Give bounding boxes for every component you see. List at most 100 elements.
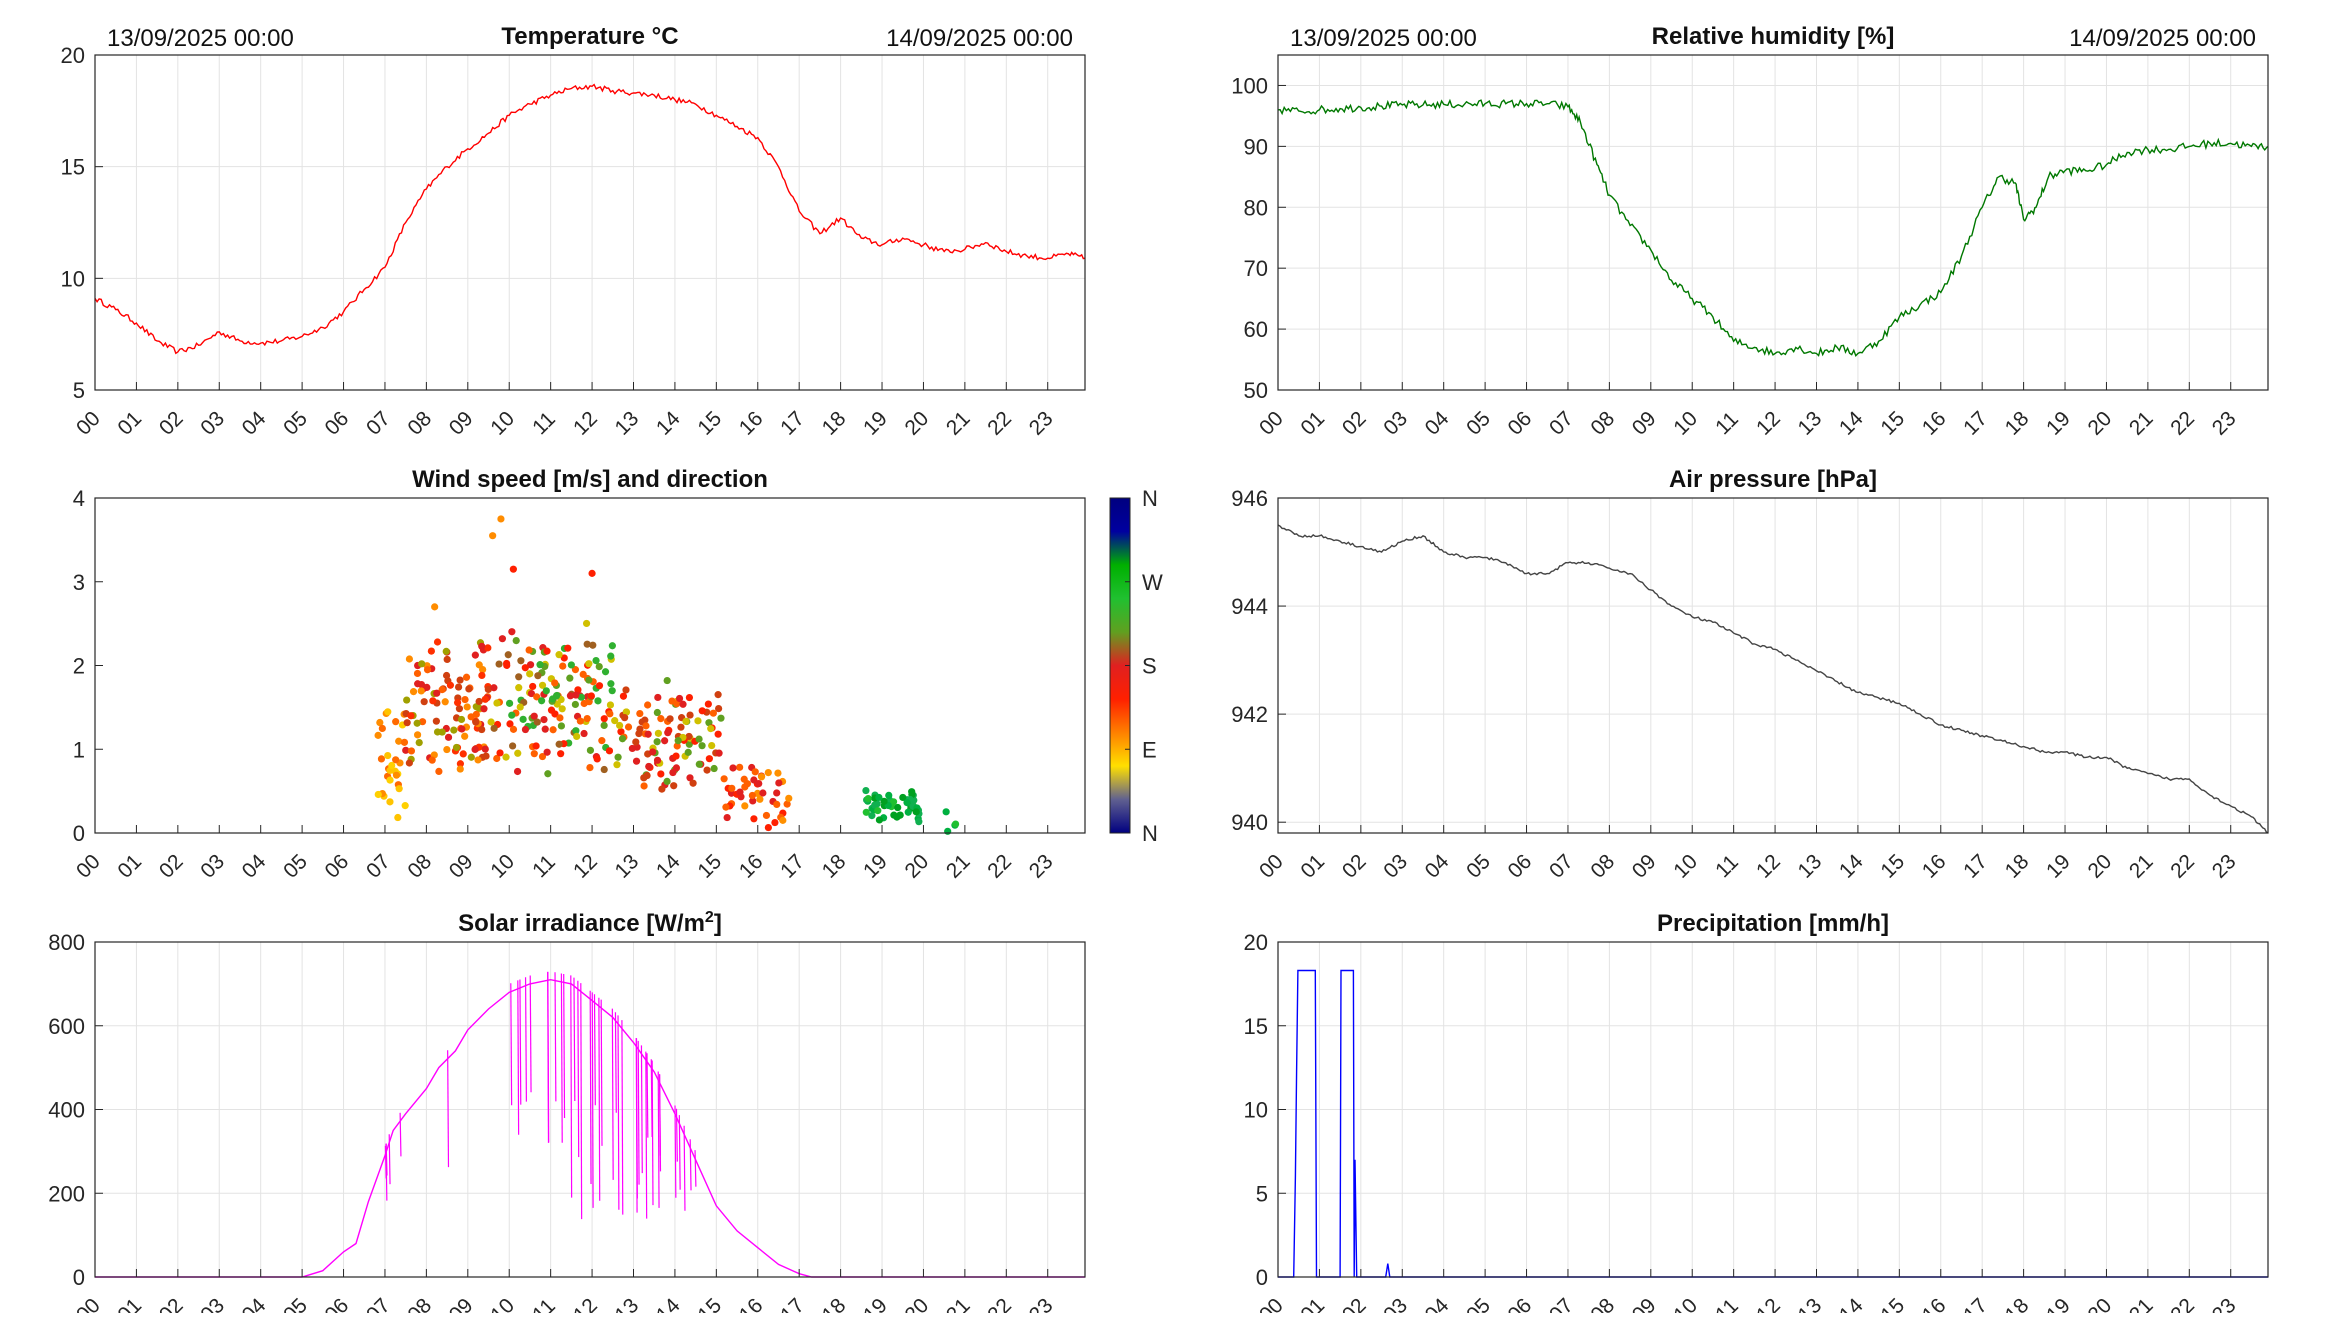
wind-point	[663, 777, 671, 785]
wind-point	[474, 756, 482, 764]
wind-point	[729, 764, 737, 772]
solar-spike	[598, 997, 601, 1201]
wind-point	[527, 689, 536, 698]
wind-point	[433, 689, 441, 697]
wind-point	[428, 756, 436, 764]
wind-point	[509, 725, 518, 733]
wind-point	[557, 722, 566, 730]
wind-point	[583, 640, 591, 648]
temperature-xtick-label: 02	[155, 407, 188, 440]
solar-spike	[600, 999, 603, 1146]
solar-spike	[635, 1038, 638, 1199]
precip-xtick-label: 02	[1338, 1294, 1371, 1313]
wind-point	[709, 709, 717, 717]
wind-point	[556, 714, 564, 722]
wind-point	[748, 791, 756, 800]
solar-xtick-label: 03	[196, 1294, 229, 1313]
wind-point	[601, 668, 610, 676]
wind-point	[619, 692, 628, 700]
wind-point	[526, 670, 534, 678]
pressure-xtick-label: 15	[1876, 850, 1909, 883]
precip-xtick-label: 12	[1752, 1294, 1785, 1313]
wind-point	[456, 765, 464, 773]
wind-point	[471, 651, 479, 659]
wind-point	[944, 827, 952, 835]
wind-point	[542, 687, 550, 695]
wind-point	[686, 774, 694, 782]
pressure-series-line	[1277, 524, 2269, 834]
precip-xtick-label: 16	[1918, 1294, 1951, 1313]
temperature-ytick-label: 5	[73, 378, 85, 403]
wind-point	[714, 691, 722, 699]
wind-xtick-label: 16	[735, 850, 768, 883]
temperature-xtick-label: 07	[362, 407, 395, 440]
wind-point	[588, 569, 596, 577]
precip-xtick-label: 09	[1628, 1294, 1661, 1313]
temperature-xtick-label: 05	[279, 407, 312, 440]
temperature-ytick-label: 15	[61, 155, 85, 180]
solar-xtick-label: 06	[321, 1294, 354, 1313]
wind-point	[384, 708, 392, 716]
wind-point	[598, 737, 606, 745]
wind-point	[442, 671, 451, 680]
wind-xtick-label: 03	[196, 850, 229, 883]
wind-point	[564, 644, 572, 652]
solar-spike	[657, 1071, 660, 1208]
wind-ytick-label: 4	[73, 486, 85, 511]
humidity-date-end: 14/09/2025 00:00	[2069, 25, 2256, 52]
wind-point	[894, 803, 902, 812]
wind-point	[429, 697, 437, 705]
wind-point	[538, 697, 546, 705]
humidity-plot-area	[1278, 55, 2268, 390]
pressure-xtick-label: 21	[2125, 850, 2158, 883]
humidity-xtick-label: 04	[1421, 407, 1454, 440]
pressure-xtick-label: 00	[1255, 850, 1288, 883]
wind-point	[533, 718, 541, 726]
wind-point	[490, 684, 498, 692]
wind-point	[600, 765, 608, 774]
solar-spike	[517, 980, 520, 1135]
solar-spike	[384, 1145, 387, 1179]
solar-spike	[678, 1115, 681, 1190]
precip-ytick-label: 5	[1256, 1181, 1268, 1206]
solar-spike	[388, 1134, 391, 1185]
wind-point	[675, 694, 684, 703]
pressure-xtick-label: 16	[1918, 850, 1951, 883]
precip-xtick-label: 21	[2125, 1294, 2158, 1313]
wind-point	[392, 756, 400, 764]
wind-point	[589, 641, 597, 649]
solar-xtick-label: 13	[611, 1294, 644, 1313]
temperature-xtick-label: 09	[445, 407, 478, 440]
temperature-xtick-label: 18	[818, 407, 851, 440]
solar-spike	[689, 1139, 692, 1191]
precip-ytick-label: 15	[1244, 1014, 1268, 1039]
temperature-plot-area	[95, 55, 1085, 390]
wind-point	[758, 773, 766, 781]
wind-point	[462, 673, 471, 681]
wind-point	[395, 737, 403, 745]
wind-point	[560, 654, 568, 662]
temperature-ytick-label: 20	[61, 43, 85, 68]
solar-xtick-label: 22	[983, 1294, 1016, 1313]
humidity-xtick-label: 03	[1379, 407, 1412, 440]
wind-xtick-label: 04	[238, 850, 271, 883]
wind-point	[536, 661, 544, 669]
wind-point	[580, 729, 588, 738]
wind-point	[384, 751, 392, 760]
colorbar-label: N	[1142, 821, 1158, 846]
wind-xtick-label: 01	[113, 850, 146, 883]
wind-point	[533, 693, 541, 701]
wind-point	[457, 715, 466, 724]
wind-point	[455, 705, 464, 713]
solar-spike	[447, 1050, 450, 1168]
humidity-ytick-label: 80	[1244, 195, 1268, 220]
wind-point	[862, 808, 870, 816]
wind-point	[764, 823, 772, 832]
wind-point	[572, 691, 580, 699]
wind-point	[423, 683, 431, 692]
humidity-date-start: 13/09/2025 00:00	[1290, 25, 1477, 52]
pressure-xtick-label: 14	[1835, 850, 1868, 883]
wind-point	[670, 782, 678, 790]
temperature-xtick-label: 14	[652, 407, 685, 440]
